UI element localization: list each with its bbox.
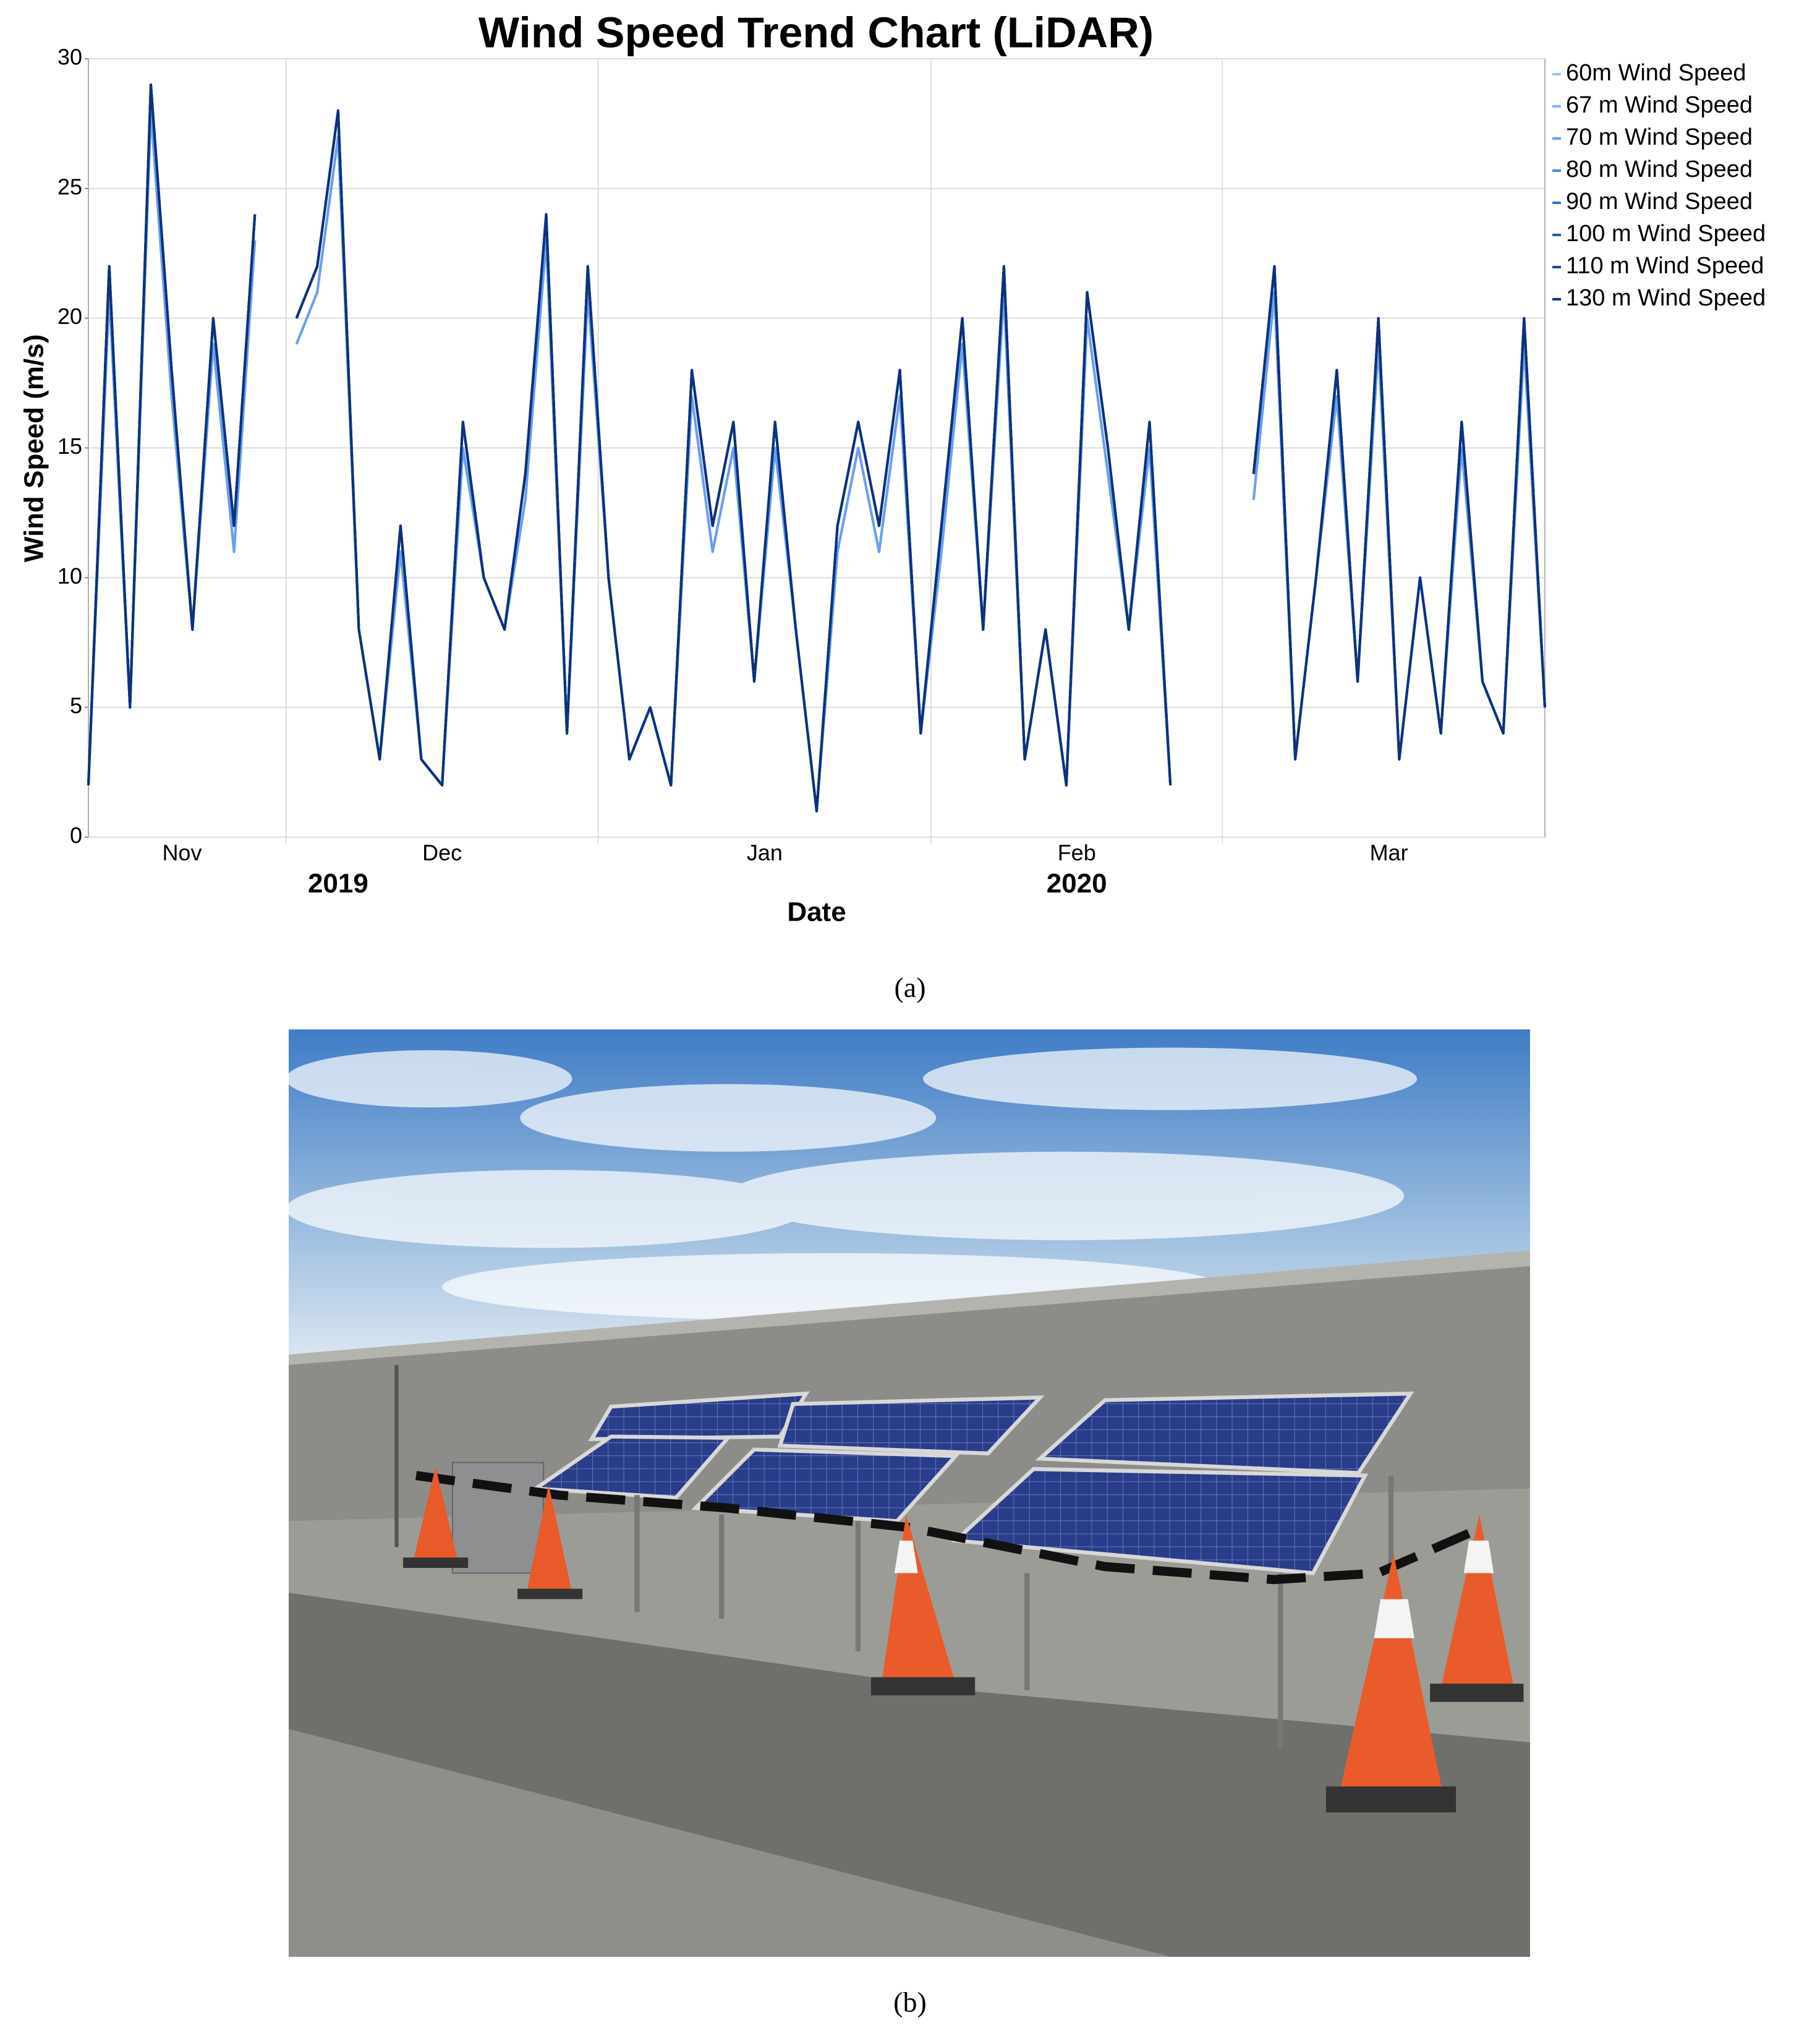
photo-caption-area: (b) — [893, 1987, 927, 2018]
solar-panels — [530, 1391, 1414, 1575]
y-tick-label: 30 — [57, 45, 82, 70]
legend-label: 100 m Wind Speed — [1566, 221, 1766, 247]
legend-label: 60m Wind Speed — [1566, 60, 1746, 86]
x-tick-label: Feb — [1058, 840, 1096, 866]
platform-face — [289, 1592, 1530, 1957]
clouds — [289, 1047, 1418, 1321]
barrier-chain — [415, 1471, 1484, 1585]
series-line — [87, 83, 1546, 812]
y-tick-label: 5 — [70, 693, 82, 718]
x-tick-label: Nov — [162, 840, 202, 866]
traffic-cones — [403, 1466, 1524, 1813]
legend-label: 67 m Wind Speed — [1566, 92, 1753, 118]
legend-label: 90 m Wind Speed — [1566, 189, 1753, 215]
y-tick-label: 10 — [57, 563, 82, 589]
y-tick-label: 25 — [57, 174, 82, 199]
y-tick-label: 20 — [57, 304, 82, 329]
caption: (b) — [893, 1987, 927, 2018]
seawall-top — [289, 1250, 1530, 1365]
legend-label: 110 m Wind Speed — [1566, 253, 1764, 279]
cabinet — [451, 1462, 545, 1574]
panel-frames — [634, 1475, 1394, 1749]
x-axis-label: Date — [787, 897, 846, 927]
walkway — [289, 1729, 1170, 1957]
year-label: 2019 — [308, 869, 368, 899]
legend-label: 130 m Wind Speed — [1566, 285, 1766, 311]
x-tick-label: Dec — [422, 840, 462, 866]
x-tick-label: Mar — [1370, 840, 1408, 866]
chart: Wind Speed Trend Chart (LiDAR) Wind Spee… — [19, 8, 1766, 1003]
chart-title: Wind Speed Trend Chart (LiDAR) — [478, 8, 1154, 56]
caption: (a) — [894, 972, 925, 1003]
y-tick-label: 0 — [70, 823, 82, 848]
y-tick-label: 15 — [57, 433, 82, 459]
legend-label: 70 m Wind Speed — [1566, 124, 1753, 150]
photo — [289, 1029, 1530, 1957]
legend-label: 80 m Wind Speed — [1566, 156, 1753, 182]
year-label: 2020 — [1047, 869, 1107, 899]
x-tick-label: Jan — [747, 840, 783, 866]
y-axis-label: Wind Speed (m/s) — [19, 334, 49, 563]
